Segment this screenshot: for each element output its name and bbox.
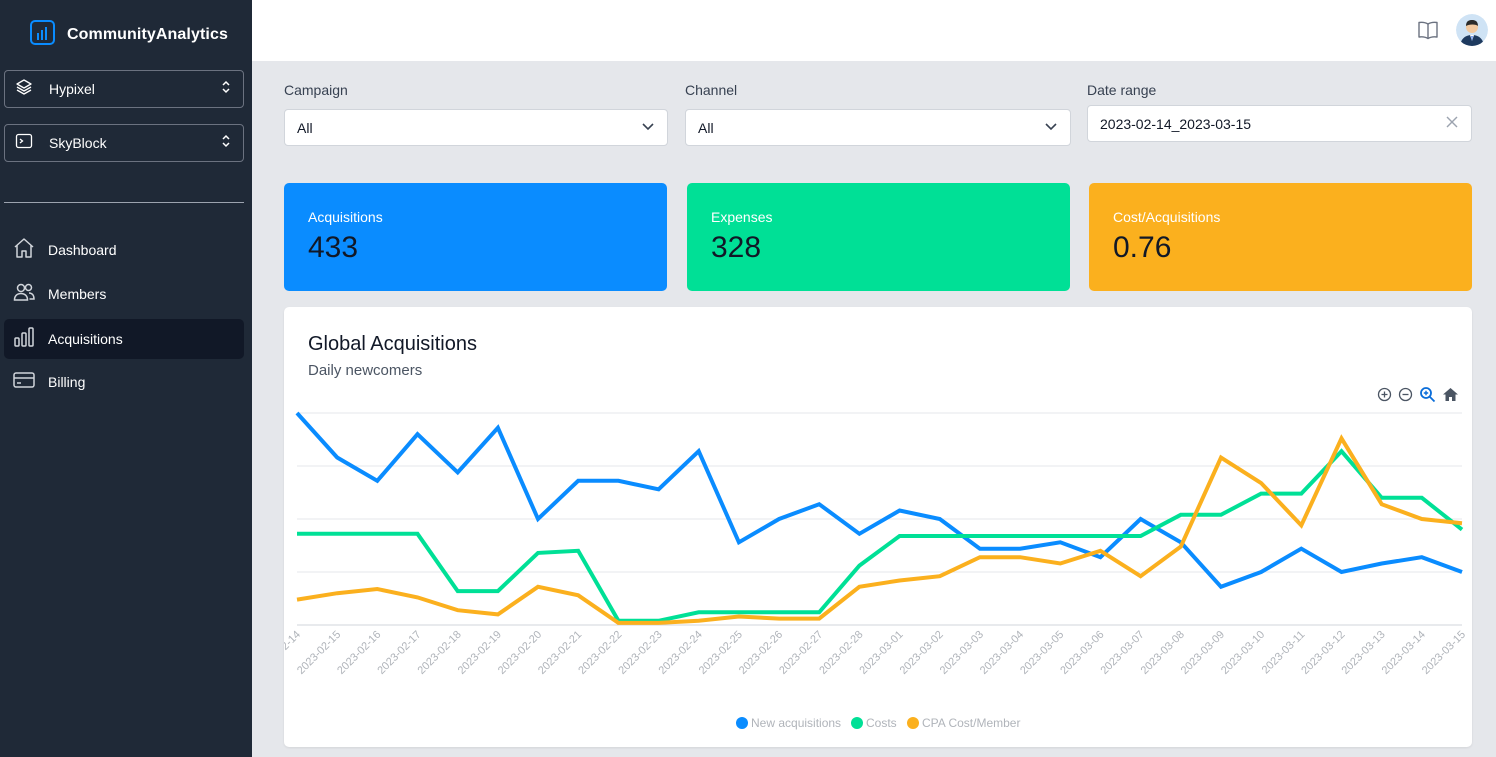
line-chart: 2023-02-142023-02-152023-02-162023-02-17… [284,411,1468,730]
x-tick-label: 2023-03-15 [1420,629,1468,677]
chevron-down-icon [641,119,655,136]
legend-item[interactable]: New acquisitions [736,716,841,730]
workspace-selector-label: Hypixel [49,81,95,97]
campaign-label: Campaign [284,82,348,98]
home-reset-icon[interactable] [1442,386,1459,403]
project-selector[interactable]: SkyBlock [4,124,244,162]
top-header [252,0,1496,62]
chevron-up-down-icon [221,134,231,153]
book-icon[interactable] [1417,19,1439,46]
legend-marker [907,717,919,729]
date-range-input[interactable]: 2023-02-14_2023-03-15 [1087,105,1472,142]
stat-value: 433 [308,231,359,264]
x-tick-label: 2023-03-10 [1219,629,1267,677]
legend-label: CPA Cost/Member [922,716,1020,730]
chart-series [295,411,1464,625]
sidebar-item-dashboard[interactable]: Dashboard [4,230,244,270]
stat-label: Acquisitions [308,209,383,225]
stat-value: 0.76 [1113,231,1172,264]
x-axis-labels: 2023-02-142023-02-152023-02-162023-02-17… [284,629,1468,677]
project-selector-label: SkyBlock [49,135,107,151]
zoom-select-icon[interactable] [1419,386,1436,403]
sidebar-item-label: Billing [48,374,86,390]
channel-label: Channel [685,82,738,98]
legend-marker [736,717,748,729]
sidebar-divider [4,202,244,203]
layers-icon [15,78,33,101]
campaign-select[interactable]: All [284,109,668,146]
date-range-label: Date range [1087,82,1157,98]
stat-label: Cost/Acquisitions [1113,209,1221,225]
user-avatar[interactable] [1456,14,1488,46]
series-line-new-acquisitions[interactable] [295,411,1463,590]
brand[interactable]: CommunityAnalytics [30,20,228,50]
channel-select[interactable]: All [685,109,1071,146]
home-icon [12,236,36,265]
terminal-icon [15,132,33,155]
legend-label: New acquisitions [751,716,841,730]
close-icon[interactable] [1445,115,1459,132]
chart-grid [297,412,1462,626]
bar-chart-icon [12,325,36,354]
stat-label: Expenses [711,209,773,225]
sidebar-item-label: Acquisitions [48,331,123,347]
legend-label: Costs [866,716,897,730]
channel-select-value: All [698,119,714,136]
chart-toolbar [1377,386,1459,403]
chart-legend[interactable]: New acquisitions Costs CPA Cost/Member [736,716,1020,730]
legend-item[interactable]: CPA Cost/Member [907,716,1020,730]
sidebar-item-billing[interactable]: Billing [4,362,244,402]
chevron-up-down-icon [221,80,231,99]
sidebar-item-label: Members [48,286,107,302]
workspace-selector[interactable]: Hypixel [4,70,244,108]
legend-marker [851,717,863,729]
chart-title: Global Acquisitions [308,333,477,355]
stat-value: 328 [711,231,762,264]
bar-chart-logo-icon [30,20,55,50]
chart-panel: Global Acquisitions Daily newcomers 2023… [284,307,1472,747]
chart-subtitle: Daily newcomers [308,362,423,379]
cost-acquisitions-card: Cost/Acquisitions 0.76 [1089,183,1472,291]
zoom-in-icon[interactable] [1377,387,1392,402]
sidebar: CommunityAnalytics Hypixel SkyBlock [0,0,252,757]
sidebar-item-members[interactable]: Members [4,274,244,314]
chevron-down-icon [1044,119,1058,136]
acquisitions-card: Acquisitions 433 [284,183,667,291]
users-icon [12,280,36,309]
zoom-out-icon[interactable] [1398,387,1413,402]
date-range-value: 2023-02-14_2023-03-15 [1100,115,1252,132]
series-line-costs[interactable] [297,448,1464,623]
series-line-cpa-cost-member[interactable] [296,434,1463,625]
legend-item[interactable]: Costs [851,716,897,730]
campaign-select-value: All [297,119,313,136]
brand-name: CommunityAnalytics [67,26,228,43]
sidebar-item-label: Dashboard [48,242,117,258]
expenses-card: Expenses 328 [687,183,1070,291]
sidebar-item-acquisitions[interactable]: Acquisitions [4,319,244,359]
credit-card-icon [12,368,36,397]
